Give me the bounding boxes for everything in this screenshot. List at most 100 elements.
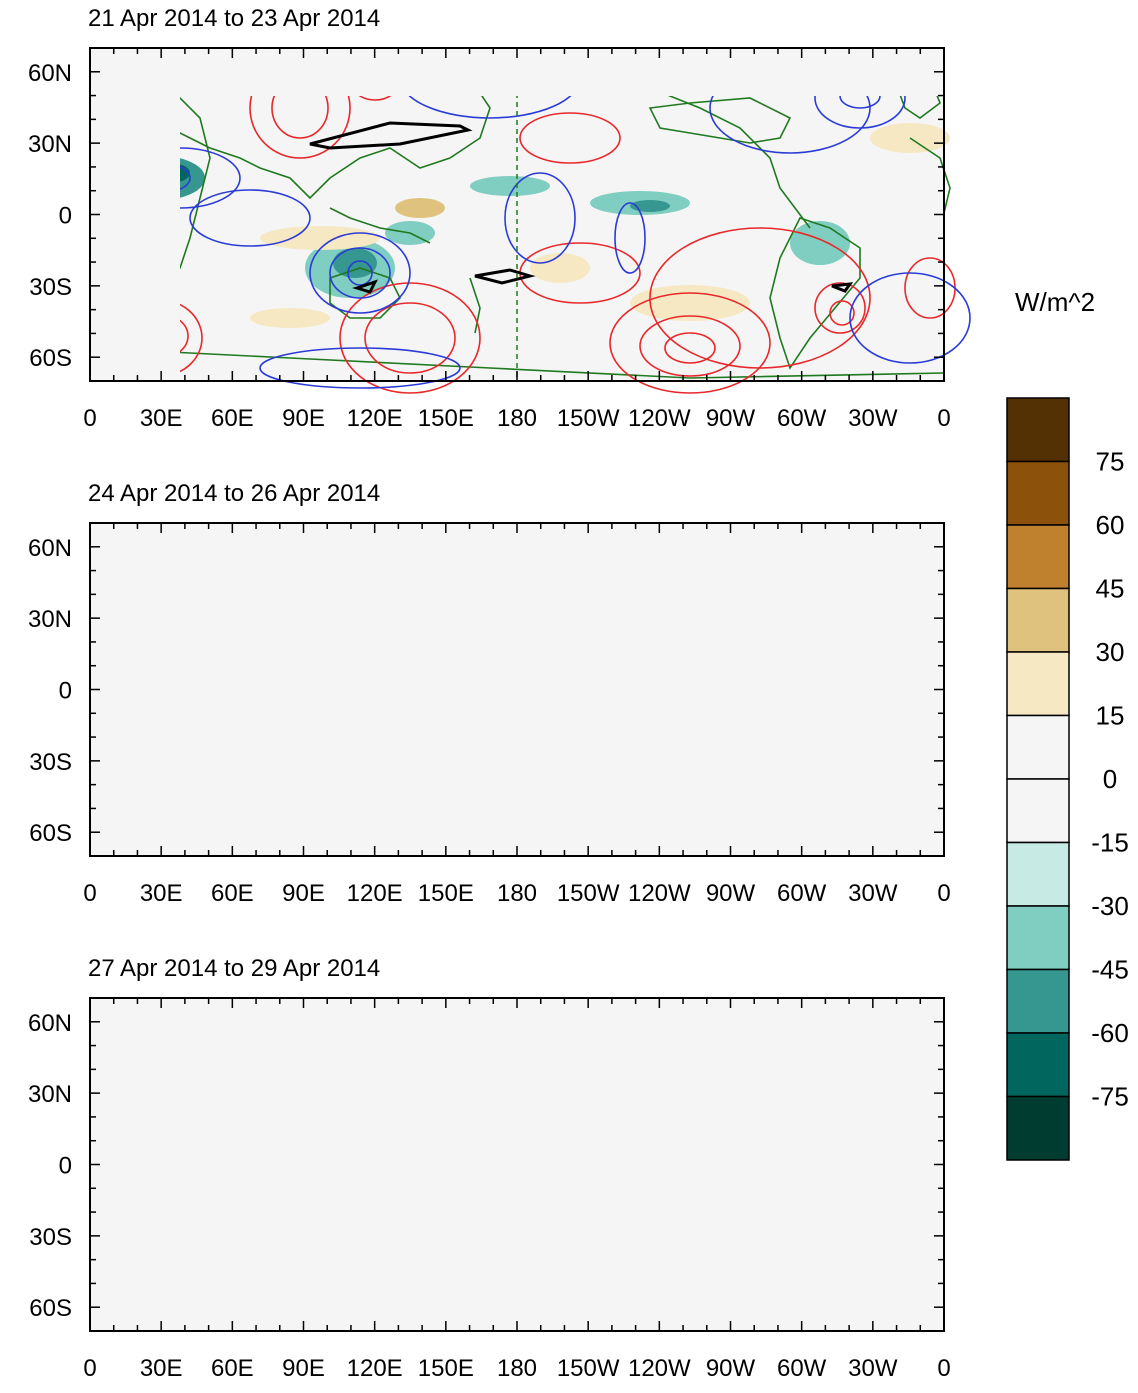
colorbar-swatch (1006, 714, 1070, 780)
lat-tick-label: 60N (28, 1010, 72, 1037)
lat-tick-label: 30N (28, 131, 72, 158)
lat-tick-label: 30S (29, 274, 72, 301)
lon-tick-label: 60E (211, 880, 254, 907)
lat-tick-label: 60S (29, 345, 72, 372)
lon-tick-label: 150W (557, 405, 620, 432)
lon-tick-label: 30E (140, 1355, 183, 1382)
lon-tick-label: 120W (628, 405, 691, 432)
colorbar-swatch (1006, 1032, 1070, 1098)
lat-tick-label: 30S (29, 749, 72, 776)
colorbar-swatch (1006, 587, 1070, 653)
negative-contours (180, 96, 971, 389)
colorbar-swatch (1006, 905, 1070, 971)
lon-tick-label: 30E (140, 880, 183, 907)
lon-tick-label: 90W (706, 880, 756, 907)
lon-axis: 0 30E 60E 90E 120E 150E 180 150W 120W 90W 60W 30W 0 (83, 405, 950, 432)
colorbar-swatch (1006, 968, 1070, 1034)
lon-tick-label: 60W (777, 405, 827, 432)
lon-tick-label: 150W (557, 880, 620, 907)
colorbar-tick-label: 60 (1096, 510, 1125, 540)
lon-tick-label: 90E (282, 405, 325, 432)
lon-tick-label: 180 (497, 880, 537, 907)
lon-tick-label: 90W (706, 1355, 756, 1382)
lon-tick-label: 90E (282, 880, 325, 907)
colorbar-labels: 75 60 45 30 15 0 -15 -30 -45 -60 -75 (1091, 447, 1129, 1112)
lon-tick-label: 180 (497, 1355, 537, 1382)
map-background (90, 523, 944, 856)
lon-tick-label: 150E (418, 880, 474, 907)
lon-tick-label: 30W (848, 405, 898, 432)
colorbar-tick-label: 75 (1096, 447, 1125, 477)
lat-tick-label: 30N (28, 1081, 72, 1108)
lat-tick-label: 0 (59, 678, 72, 705)
colorbar-tick-label: 0 (1103, 764, 1117, 794)
axis-ticks (89, 48, 945, 381)
colorbar-tick-label: -30 (1091, 891, 1129, 921)
axis-ticks (89, 523, 945, 856)
lon-tick-label: 60E (211, 1355, 254, 1382)
colorbar-swatch (1006, 778, 1070, 844)
colorbar-tick-label: -60 (1091, 1018, 1129, 1048)
colorbar-swatch (1006, 841, 1070, 907)
panel-3: 27 Apr 2014 to 29 Apr 2014 (28, 955, 951, 1382)
lat-tick-label: 30S (29, 1224, 72, 1251)
lon-tick-label: 0 (937, 880, 950, 907)
panel-title: 24 Apr 2014 to 26 Apr 2014 (88, 480, 380, 507)
lon-tick-label: 60E (211, 405, 254, 432)
lon-tick-label: 150W (557, 1355, 620, 1382)
lon-tick-label: 0 (83, 1355, 96, 1382)
colorbar-swatch (1006, 1095, 1070, 1161)
lon-tick-label: 120E (347, 1355, 403, 1382)
lon-tick-label: 120W (628, 880, 691, 907)
colorbar: W/m^2 75 60 45 30 15 0 -15 -30 -45 -60 -75 (1006, 287, 1129, 1161)
colorbar-swatch (1006, 397, 1070, 463)
lat-tick-label: 60N (28, 535, 72, 562)
lon-tick-label: 120E (347, 405, 403, 432)
lon-tick-label: 150E (418, 1355, 474, 1382)
coastlines (180, 96, 951, 379)
colorbar-swatch (1006, 460, 1070, 526)
lat-tick-label: 30N (28, 606, 72, 633)
lat-tick-label: 60S (29, 820, 72, 847)
lon-tick-label: 60W (777, 880, 827, 907)
colorbar-swatch (1006, 651, 1070, 717)
colorbar-tick-label: -45 (1091, 955, 1129, 985)
lon-axis: 0 30E 60E 90E 120E 150E 180 150W 120W 90W 60W 30W 0 (83, 880, 950, 907)
lon-tick-label: 30W (848, 880, 898, 907)
colorbar-units: W/m^2 (1015, 287, 1095, 317)
highlight-contours (309, 121, 854, 294)
panel-1: 21 Apr 2014 to 23 Apr 2014 (28, 5, 971, 432)
lon-tick-label: 150E (418, 405, 474, 432)
lon-tick-label: 90W (706, 405, 756, 432)
colorbar-tick-label: 30 (1096, 637, 1125, 667)
lon-tick-label: 30E (140, 405, 183, 432)
lat-axis: 60N 30N 0 30S 60S (28, 535, 72, 847)
lat-tick-label: 0 (59, 203, 72, 230)
lat-tick-label: 60N (28, 60, 72, 87)
colorbar-swatches (1006, 397, 1070, 1161)
lon-tick-label: 30W (848, 1355, 898, 1382)
lon-tick-label: 60W (777, 1355, 827, 1382)
lon-tick-label: 180 (497, 405, 537, 432)
colorbar-tick-label: 45 (1096, 574, 1125, 604)
lat-axis: 60N 30N 0 30S 60S (28, 60, 72, 372)
lon-tick-label: 120W (628, 1355, 691, 1382)
lat-tick-label: 60S (29, 1295, 72, 1322)
lon-tick-label: 0 (937, 405, 950, 432)
lon-tick-label: 0 (83, 880, 96, 907)
panel-title: 27 Apr 2014 to 29 Apr 2014 (88, 955, 380, 982)
lon-tick-label: 90E (282, 1355, 325, 1382)
lon-axis: 0 30E 60E 90E 120E 150E 180 150W 120W 90W 60W 30W 0 (83, 1355, 950, 1382)
lon-tick-label: 0 (937, 1355, 950, 1382)
map-layers (180, 96, 971, 394)
panel-title: 21 Apr 2014 to 23 Apr 2014 (88, 5, 380, 32)
colorbar-swatch (1006, 524, 1070, 590)
positive-contours (180, 96, 956, 394)
colorbar-tick-label: -75 (1091, 1082, 1129, 1112)
colorbar-tick-label: -15 (1091, 828, 1129, 858)
lat-axis: 60N 30N 0 30S 60S (28, 1010, 72, 1322)
panel-2: 24 Apr 2014 to 26 Apr 2014 (28, 480, 951, 907)
axis-ticks (89, 998, 945, 1331)
map-background (90, 998, 944, 1331)
